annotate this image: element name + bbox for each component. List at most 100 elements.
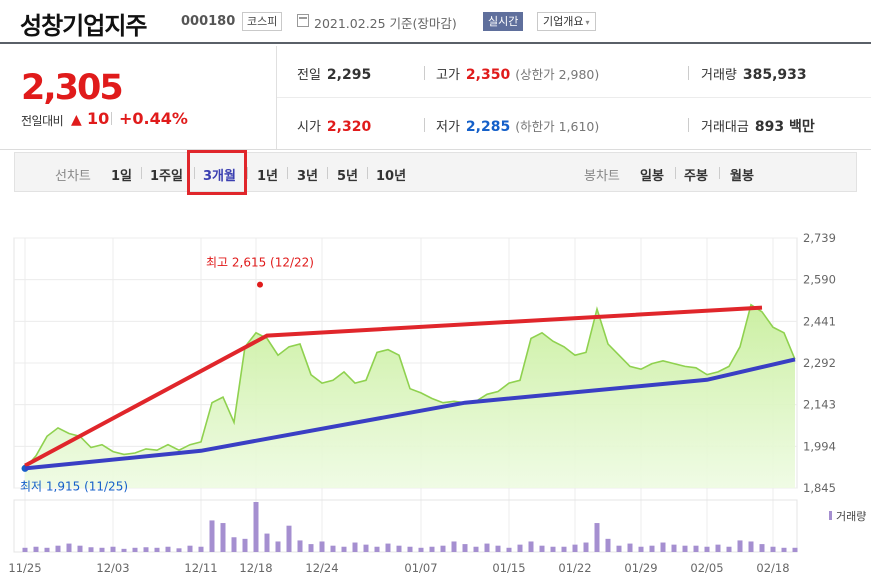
volume-bar (583, 542, 589, 552)
open: 시가 2,320 (297, 116, 371, 135)
selected-tab-highlight (187, 150, 247, 195)
x-tick-label: 01/07 (404, 561, 437, 575)
candle-chart-label: 봉차트 (584, 169, 620, 184)
divider (111, 112, 112, 125)
y-tick-label: 1,994 (803, 439, 836, 453)
volume-bar (495, 545, 501, 552)
tab-1year[interactable]: 1년 (257, 169, 279, 184)
volume-bar (473, 546, 479, 552)
volume-bar (352, 542, 358, 552)
realtime-button[interactable]: 실시간 (483, 12, 524, 31)
divider (141, 167, 142, 179)
x-tick-label: 01/29 (624, 561, 657, 575)
divider (194, 167, 195, 179)
volume-bar (77, 545, 83, 552)
volume-bar (594, 523, 600, 552)
divider (719, 167, 720, 179)
amount-label: 거래대금 (701, 120, 749, 135)
volume-bar (363, 544, 369, 552)
divider (247, 167, 248, 179)
x-tick-label: 01/22 (558, 561, 591, 575)
volume-bar (143, 547, 149, 552)
divider (688, 118, 689, 132)
volume-bar (121, 548, 127, 552)
low-value: 2,285 (465, 119, 511, 135)
current-price: 2,305 (21, 68, 124, 108)
tab-1day[interactable]: 1일 (111, 169, 133, 184)
volume: 거래량 385,933 (701, 64, 807, 83)
change-percent: +0.44% (119, 109, 188, 128)
tab-monthly-candle[interactable]: 월봉 (730, 169, 754, 184)
volume-bar (132, 547, 138, 552)
volume-bar (671, 544, 677, 552)
volume-bar (275, 541, 281, 552)
volume-bar (605, 538, 611, 552)
tab-10year[interactable]: 10년 (376, 169, 407, 184)
volume-bar (627, 543, 633, 552)
volume-bar (682, 545, 688, 552)
volume-bar (55, 545, 61, 552)
volume-bar (264, 533, 270, 552)
line-chart-label: 선차트 (55, 169, 91, 184)
y-tick-label: 2,292 (803, 356, 836, 370)
volume-bar (407, 546, 413, 552)
up-triangle-icon: ▲ (71, 112, 82, 128)
volume-bar (572, 544, 578, 552)
overview-label: 기업개요 (543, 15, 584, 28)
volume-bar (165, 546, 171, 552)
y-tick-label: 2,441 (803, 314, 836, 328)
high-label: 최고 2,615 (12/22) (206, 256, 314, 270)
volume-bar (429, 546, 435, 552)
divider (276, 46, 277, 149)
tab-1week[interactable]: 1주일 (150, 169, 183, 184)
volume-bar (748, 541, 754, 552)
volume-bar (781, 547, 787, 552)
prev-close: 전일 2,295 (297, 64, 371, 83)
volume-bar (726, 546, 732, 552)
volume-bar (539, 545, 545, 552)
chart-period-tabs: 선차트 1일 1주일 3개월 1년 3년 5년 10년 봉차트 일봉 주봉 월봉 (14, 152, 857, 192)
volume-bar (506, 547, 512, 552)
y-tick-label: 1,845 (803, 481, 836, 495)
volume-bar (704, 546, 710, 552)
divider (688, 66, 689, 80)
volume-value: 385,933 (742, 67, 807, 83)
calendar-icon (297, 14, 309, 27)
volume-bar (528, 541, 534, 552)
tab-5year[interactable]: 5년 (337, 169, 359, 184)
x-tick-label: 02/05 (690, 561, 723, 575)
divider (277, 97, 871, 98)
tab-weekly-candle[interactable]: 주봉 (684, 169, 708, 184)
x-tick-label: 12/11 (184, 561, 217, 575)
volume-bar (517, 544, 523, 552)
high-marker (257, 281, 263, 288)
price-chart[interactable]: 2,739 2,590 2,441 2,292 2,143 1,994 1,845 거래량 1… (0, 200, 871, 586)
volume-legend: 거래량 (836, 510, 866, 523)
open-value: 2,320 (326, 119, 372, 135)
day-high: 고가 2,350 (상한가 2,980) (436, 64, 599, 83)
tab-daily-candle[interactable]: 일봉 (640, 169, 664, 184)
quote-panel: 2,305 전일대비 ▲ 10 +0.44% 전일 2,295 고가 2,350 (상… (0, 46, 871, 150)
divider (424, 118, 425, 132)
divider (424, 66, 425, 80)
company-overview-dropdown[interactable]: 기업개요 ▾ (537, 12, 596, 31)
tab-3month[interactable]: 3개월 (203, 169, 236, 184)
volume-bar (638, 546, 644, 552)
volume-bar (649, 545, 655, 552)
volume-bar (396, 545, 402, 552)
volume-bar (759, 544, 765, 552)
resistance-trendline (24, 305, 763, 468)
price-line (24, 303, 796, 469)
volume-bar (374, 546, 380, 552)
volume-bar (209, 520, 215, 552)
volume-bar (231, 537, 237, 552)
low-label: 최저 1,915 (11/25) (20, 479, 128, 493)
upper-limit: (상한가 2,980) (515, 67, 600, 82)
volume-bar (66, 543, 72, 552)
support-trendline (24, 357, 796, 471)
change-label: 전일대비 (21, 114, 64, 128)
stock-name[interactable]: 성창기업지주 (20, 12, 147, 40)
x-tick-label: 12/03 (96, 561, 129, 575)
volume-bar (297, 540, 303, 552)
tab-3year[interactable]: 3년 (297, 169, 319, 184)
